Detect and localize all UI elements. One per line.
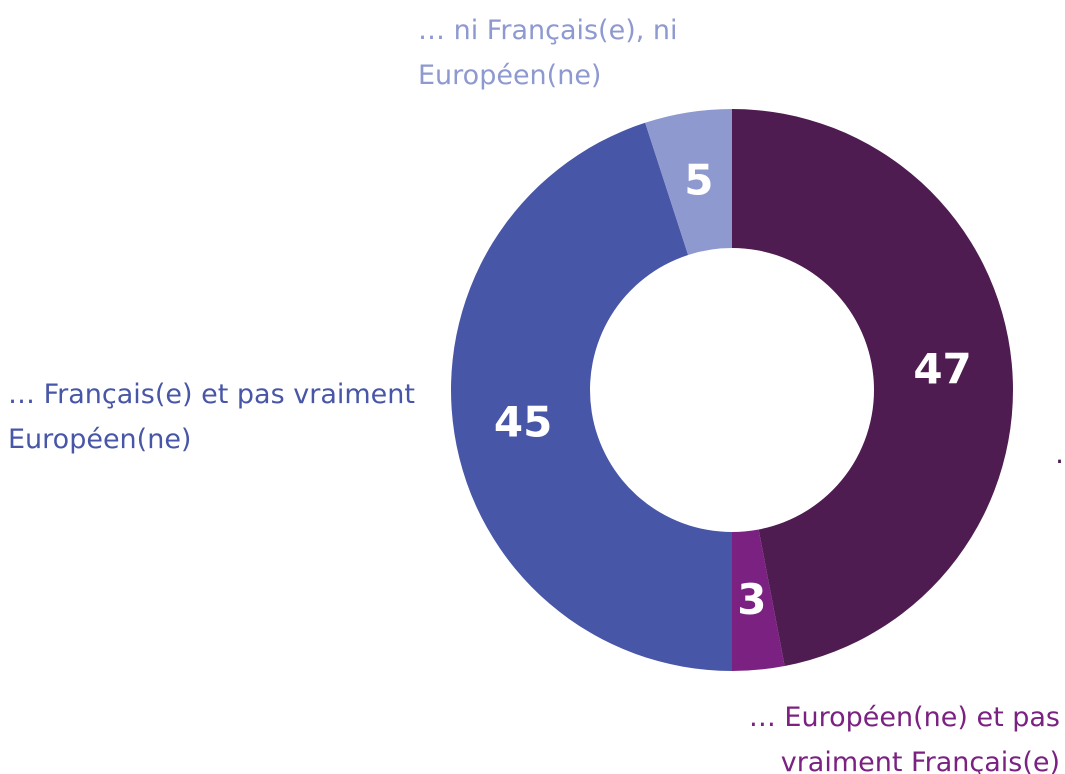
donut-slice — [645, 109, 732, 255]
data-label: 47 — [913, 345, 971, 394]
category-label: … Français(e) et Européen(ne) — [1055, 432, 1065, 477]
data-label: 3 — [737, 575, 766, 624]
category-label: … Français(e) et pas vraiment Européen(n… — [8, 379, 415, 455]
data-label: 5 — [684, 156, 713, 205]
donut-slice — [451, 122, 732, 672]
donut-slice — [732, 529, 785, 671]
data-label: 45 — [494, 398, 552, 447]
donut-slice — [732, 109, 1013, 667]
category-label: … ni Français(e), ni Européen(ne) — [418, 15, 678, 91]
category-label: … Européen(ne) et pas vraiment Français(… — [748, 702, 1060, 774]
